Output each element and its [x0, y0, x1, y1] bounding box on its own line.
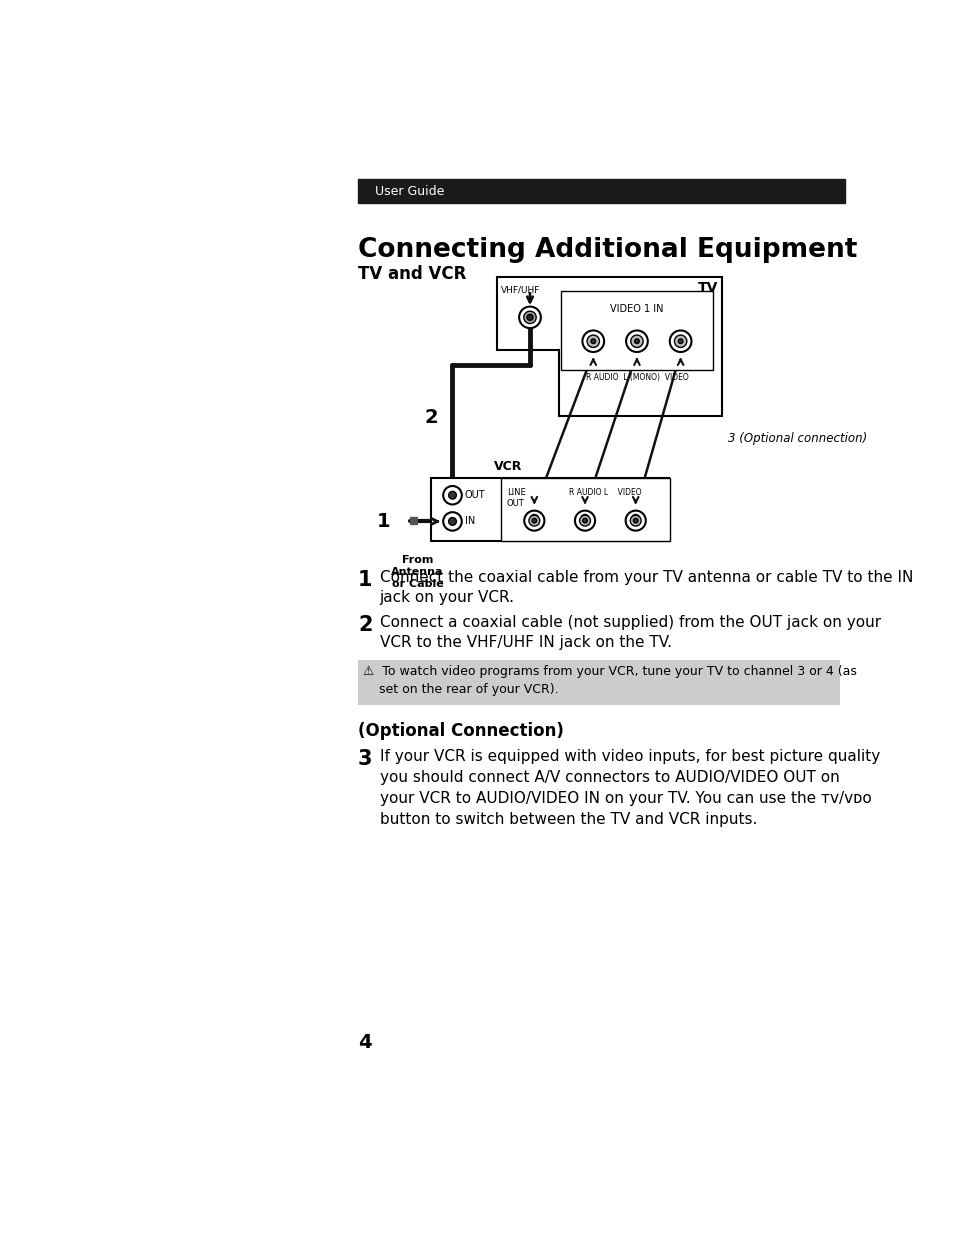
Text: R AUDIO  L (MONO)  VIDEO: R AUDIO L (MONO) VIDEO — [585, 372, 688, 382]
Circle shape — [630, 335, 642, 348]
Text: R AUDIO L    VIDEO: R AUDIO L VIDEO — [568, 488, 641, 497]
Circle shape — [674, 335, 686, 348]
Text: VHF/UHF: VHF/UHF — [500, 285, 540, 293]
Circle shape — [625, 510, 645, 530]
Text: TV: TV — [698, 281, 718, 295]
Circle shape — [523, 311, 536, 323]
Circle shape — [448, 492, 456, 499]
Circle shape — [586, 335, 598, 348]
Circle shape — [676, 339, 684, 348]
Circle shape — [443, 486, 461, 504]
Circle shape — [526, 314, 533, 321]
Bar — [357, 660, 840, 705]
Circle shape — [524, 510, 544, 530]
Text: TV and VCR: TV and VCR — [357, 265, 466, 284]
Bar — [357, 179, 843, 203]
Text: (Optional Connection): (Optional Connection) — [357, 721, 563, 740]
Bar — [500, 477, 669, 540]
Circle shape — [582, 518, 587, 523]
Circle shape — [518, 307, 540, 328]
Text: Connect the coaxial cable from your TV antenna or cable TV to the IN
jack on you: Connect the coaxial cable from your TV a… — [379, 570, 912, 605]
Circle shape — [590, 339, 595, 344]
Text: 4: 4 — [357, 1033, 371, 1053]
Circle shape — [448, 518, 456, 525]
Text: 1: 1 — [357, 570, 372, 589]
Circle shape — [630, 515, 640, 526]
Text: Connecting Additional Equipment: Connecting Additional Equipment — [357, 237, 857, 263]
Circle shape — [678, 339, 682, 344]
Text: 3 (Optional connection): 3 (Optional connection) — [728, 432, 866, 445]
Circle shape — [633, 518, 638, 523]
Circle shape — [530, 514, 537, 523]
Polygon shape — [497, 277, 721, 416]
Circle shape — [669, 330, 691, 351]
Circle shape — [589, 339, 597, 348]
Circle shape — [532, 518, 537, 523]
Circle shape — [631, 514, 639, 523]
Text: IN: IN — [464, 517, 475, 526]
Circle shape — [528, 515, 539, 526]
Bar — [431, 477, 669, 540]
Text: OUT: OUT — [464, 491, 485, 501]
Circle shape — [580, 514, 588, 523]
Text: 2: 2 — [357, 614, 372, 635]
Text: Connect a coaxial cable (not supplied) from the OUT jack on your
VCR to the VHF/: Connect a coaxial cable (not supplied) f… — [379, 614, 880, 650]
Text: User Guide: User Guide — [375, 185, 444, 199]
Circle shape — [582, 330, 603, 351]
Circle shape — [443, 512, 461, 530]
Text: ⚠  To watch video programs from your VCR, tune your TV to channel 3 or 4 (as
   : ⚠ To watch video programs from your VCR,… — [362, 665, 856, 695]
Text: VIDEO 1 IN: VIDEO 1 IN — [610, 303, 663, 313]
Text: LINE
OUT: LINE OUT — [506, 488, 525, 508]
Circle shape — [633, 339, 640, 348]
Circle shape — [579, 515, 590, 526]
Text: 1: 1 — [376, 512, 390, 531]
Circle shape — [634, 339, 639, 344]
Circle shape — [625, 330, 647, 351]
Text: If your VCR is equipped with video inputs, for best picture quality
you should c: If your VCR is equipped with video input… — [379, 748, 879, 826]
Text: 2: 2 — [424, 408, 438, 427]
Text: 3: 3 — [357, 748, 372, 768]
Text: VCR: VCR — [494, 460, 522, 473]
Circle shape — [575, 510, 595, 530]
Text: From
Antenna
or Cable: From Antenna or Cable — [391, 555, 443, 589]
Bar — [560, 291, 712, 370]
